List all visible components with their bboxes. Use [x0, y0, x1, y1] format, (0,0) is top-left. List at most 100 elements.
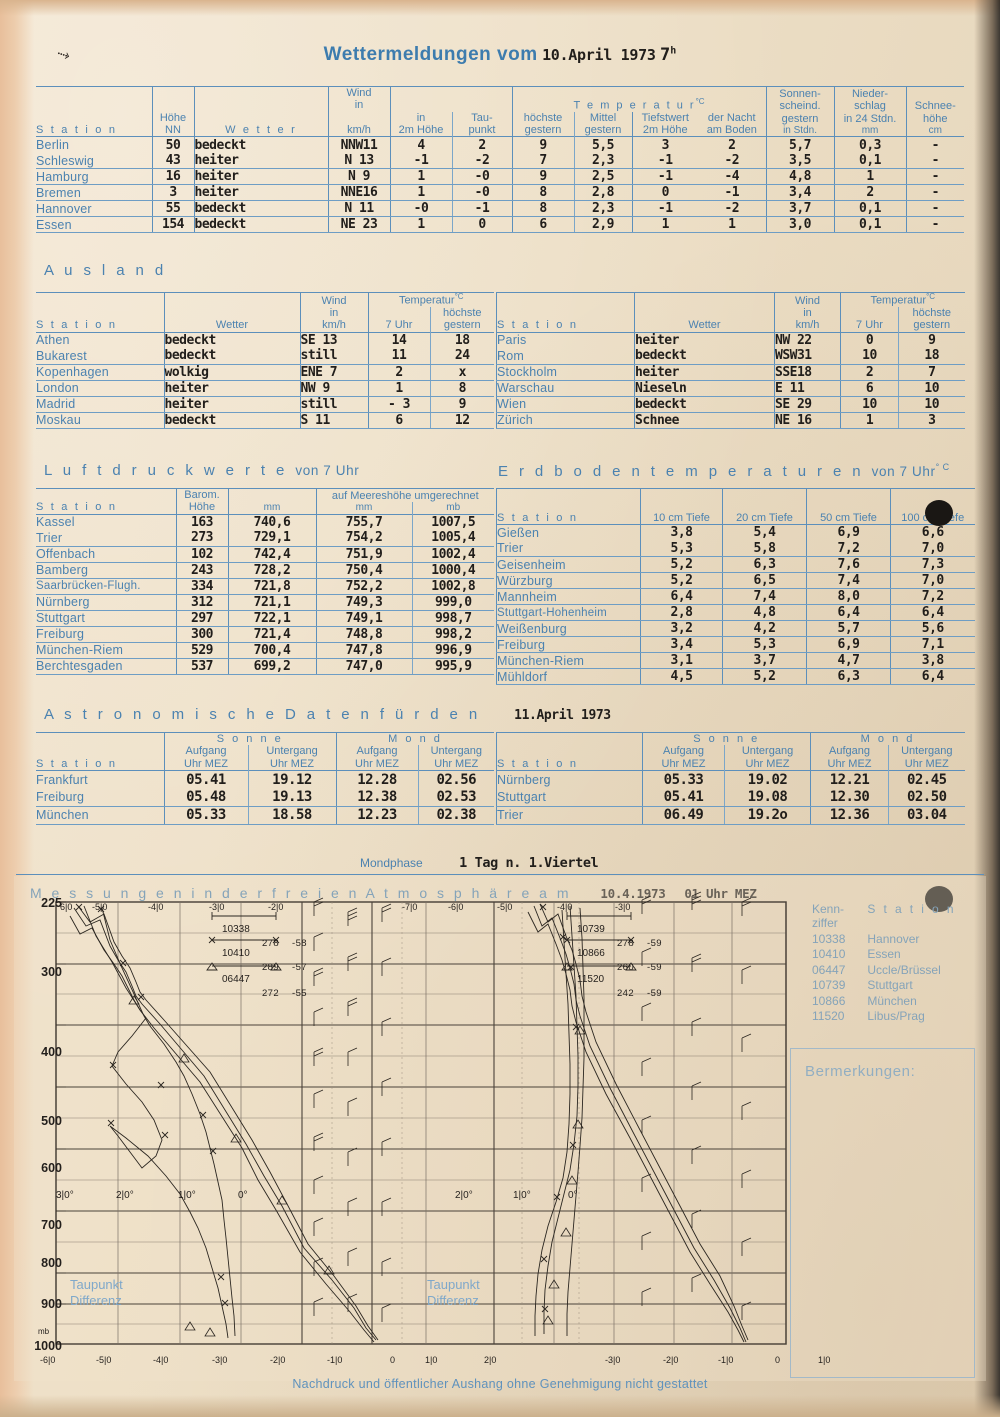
table-row: Stockholm heiter SSE18 2 7: [496, 364, 965, 381]
col-sonne-unter: Untergang: [723, 745, 811, 758]
cell-schnee: -: [905, 200, 965, 218]
bottom-axis-label-13: 1|0: [818, 1355, 831, 1365]
cell-hoehe: 43: [151, 152, 194, 170]
col-gestern: gestern: [429, 319, 494, 333]
luftdruck-table: S t a t i o n Barom. Höhe mm auf Meeresh…: [36, 487, 495, 675]
col-tiefstwert: Tiefstwert: [631, 111, 698, 124]
bottom-axis-label-3: -3|0: [212, 1355, 228, 1365]
cell-sea-mb: 999,0: [411, 594, 495, 611]
legend-row: 11520 Libus/Prag: [812, 1009, 956, 1025]
legend-station: Essen: [867, 947, 901, 961]
legend-code: 10410: [812, 947, 846, 961]
footer-notice: Nachdruck und öffentlicher Aushang ohne …: [292, 1377, 708, 1391]
chart-station-v1-10410: 289: [262, 962, 280, 973]
cell-wetter: bedeckt: [634, 348, 775, 365]
col-niederschlag: Nieder- schlag in 24 Stdn. mm: [833, 85, 907, 137]
cell-station: Bukarest: [36, 348, 164, 365]
table-row: Mannheim 6,4 7,4 8,0 7,2: [496, 588, 975, 605]
chart-station-code-10866: 10866: [577, 948, 605, 959]
mid-axis-label-5: 1|0°: [513, 1190, 531, 1201]
cell-sea-mb: 1002,8: [411, 578, 495, 595]
cell-sea-mm: 752,2: [315, 578, 412, 595]
cell-sea-mb: 998,7: [411, 610, 495, 627]
cell-moon-set: 02.38: [417, 806, 495, 825]
ink-blot-erdboden: [925, 500, 953, 526]
cell-station: München-Riem: [496, 652, 641, 669]
col-wetter: Wetter: [634, 292, 775, 333]
dewpoint-label-right: Taupunkt Differenz: [427, 1277, 480, 1310]
table-row: Moskau bedeckt S 11 6 12: [36, 412, 494, 429]
legend-header-station: S t a t i o n: [867, 902, 956, 916]
cell-wind: WSW31: [774, 348, 841, 365]
section-heading-erdboden-sub: von 7 Uhr: [871, 464, 936, 479]
pressure-tick-800: 800: [41, 1256, 62, 1270]
cell-tiefboden: -2: [698, 200, 767, 218]
cell-d10: 5,2: [640, 572, 723, 589]
cell-wetter: bedeckt: [193, 200, 328, 218]
cell-wetter: heiter: [634, 331, 775, 349]
cell-station: Nürnberg: [36, 594, 176, 611]
chart-station-code-10338: 10338: [222, 924, 250, 935]
table-row: Saarbrücken-Flugh. 334 721,8 752,2 1002,8: [36, 578, 495, 595]
cell-t2m: 1: [389, 168, 452, 186]
cell-t2m: -0: [389, 200, 452, 218]
legend-station: Hannover: [867, 931, 920, 946]
cell-taupunkt: -0: [451, 184, 512, 202]
table-row: Hannover 55 bedeckt N 11 -0 -1 8 2,3 -1 …: [36, 200, 965, 218]
cell-hoehe: 154: [151, 216, 194, 234]
pressure-tick-500: 500: [41, 1114, 62, 1128]
cell-hoechste: 10: [898, 396, 965, 413]
table-row: Würzburg 5,2 6,5 7,4 7,0: [496, 572, 975, 589]
cell-hoechste: 8: [511, 200, 574, 218]
cell-moon-set: 03.04: [888, 806, 965, 825]
table-row: Warschau Nieseln E 11 6 10: [496, 380, 965, 397]
col-taupunkt-a: Tau-: [451, 111, 512, 124]
cell-hoehe: 102: [175, 546, 228, 563]
cell-moon-rise: 12.36: [810, 806, 889, 825]
cell-station: Offenbach: [36, 546, 176, 563]
cell-tiefboden: 2: [698, 136, 767, 153]
col-mond-auf-unit: Uhr MEZ: [810, 757, 889, 771]
cell-station: Kopenhagen: [36, 364, 164, 381]
section-heading-erdboden: E r d b o d e n t e m p e r a t u r e n …: [498, 462, 952, 480]
cell-tiefboden: -2: [698, 152, 767, 170]
col-d20: 20 cm Tiefe: [722, 488, 807, 525]
legend-code: 06447: [812, 962, 846, 977]
cell-sea-mb: 1007,5: [411, 513, 495, 531]
table-row: Freiburg 3,4 5,3 6,9 7,1: [496, 636, 975, 653]
cell-station: Stuttgart: [496, 788, 643, 807]
remarks-box[interactable]: Bermerkungen:: [790, 1048, 975, 1378]
cell-moon-set: 02.45: [888, 769, 965, 789]
cell-schnee: -: [905, 152, 965, 170]
cell-station: Paris: [496, 331, 635, 349]
table-row: Athen bedeckt SE 13 14 18: [36, 331, 494, 349]
cell-d50: 6,9: [806, 636, 891, 653]
cell-station: Rom: [496, 348, 635, 365]
cell-hoechste: 9: [429, 396, 494, 413]
cell-wind: ENE 7: [299, 364, 368, 381]
col-mond-auf: Aufgang: [335, 745, 419, 758]
table-row: Bremen 3 heiter NNE16 1 -0 8 2,8 0 -1 3,…: [36, 184, 965, 202]
cell-schnee: -: [905, 168, 965, 186]
cell-station: Trier: [496, 540, 641, 557]
col-hoehe-l2: NN: [165, 123, 181, 136]
cell-d10: 5,3: [640, 540, 723, 557]
cell-wind: NE 23: [327, 216, 390, 234]
cell-station: Hannover: [36, 200, 152, 218]
chart-station-code-10739: 10739: [577, 924, 605, 935]
top-axis-label-3: -3|0: [209, 902, 225, 912]
cell-hoechste: 7: [511, 152, 574, 170]
table-row: Berlin 50 bedeckt NNW11 4 2 9 5,5 3 2 5,…: [36, 136, 965, 153]
top-axis-label-7: -5|0: [497, 902, 513, 912]
table-row: Frankfurt 05.41 19.12 12.28 02.56: [36, 769, 495, 789]
cell-wetter: heiter: [163, 396, 300, 413]
bottom-axis-label-7: 1|0: [425, 1355, 438, 1365]
cell-sonne: 3,0: [765, 216, 835, 234]
col-d10: 10 cm Tiefe: [640, 488, 723, 525]
col-tief-2m: 2m Höhe: [631, 123, 698, 137]
cell-t2m: 4: [389, 136, 452, 153]
col-station: S t a t i o n: [36, 292, 164, 333]
cell-nieder: 0,3: [833, 136, 907, 153]
col-mm: mm: [227, 488, 316, 515]
col-sea-group: auf Meereshöhe umgerechnet: [315, 487, 495, 502]
